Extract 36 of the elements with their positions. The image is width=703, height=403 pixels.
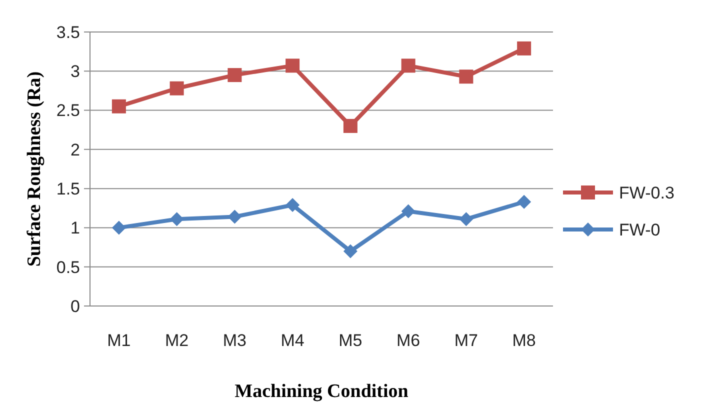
x-tick-label: M5 xyxy=(338,331,362,350)
point xyxy=(170,81,184,96)
point xyxy=(112,220,126,235)
point xyxy=(112,99,126,114)
legend-label: FW-0.3 xyxy=(619,183,674,202)
x-tick-label: M8 xyxy=(512,331,536,350)
y-axis-title: Surface Roughness (Ra) xyxy=(24,71,45,267)
y-tick-label: 3.5 xyxy=(56,22,80,42)
legend-label: FW-0 xyxy=(619,220,660,240)
y-tick-label: 2 xyxy=(70,140,80,160)
point xyxy=(343,244,358,258)
point xyxy=(228,68,242,82)
y-tick-label: 0 xyxy=(70,296,80,316)
point xyxy=(459,212,474,226)
point xyxy=(517,41,532,56)
x-tick-label: M3 xyxy=(222,331,246,350)
y-tick-label: 0.5 xyxy=(56,258,80,277)
point xyxy=(459,70,474,84)
point xyxy=(343,118,358,133)
point xyxy=(170,212,184,226)
x-tick-label: M1 xyxy=(107,331,131,350)
y-tick-label: 2.5 xyxy=(56,101,80,120)
y-tick-label: 1.5 xyxy=(56,180,80,199)
point xyxy=(517,194,532,209)
point xyxy=(228,210,242,224)
y-tick-label: 3 xyxy=(70,62,80,82)
x-tick-label: M7 xyxy=(454,331,478,350)
point xyxy=(401,204,416,218)
x-tick-label: M2 xyxy=(165,331,189,350)
point xyxy=(286,58,300,73)
x-tick-label: M4 xyxy=(280,331,304,350)
point xyxy=(401,58,416,73)
x-axis-title: Machining Condition xyxy=(234,381,409,402)
y-tick-label: 1 xyxy=(70,218,80,238)
x-tick-label: M6 xyxy=(396,331,420,350)
point xyxy=(286,198,300,212)
